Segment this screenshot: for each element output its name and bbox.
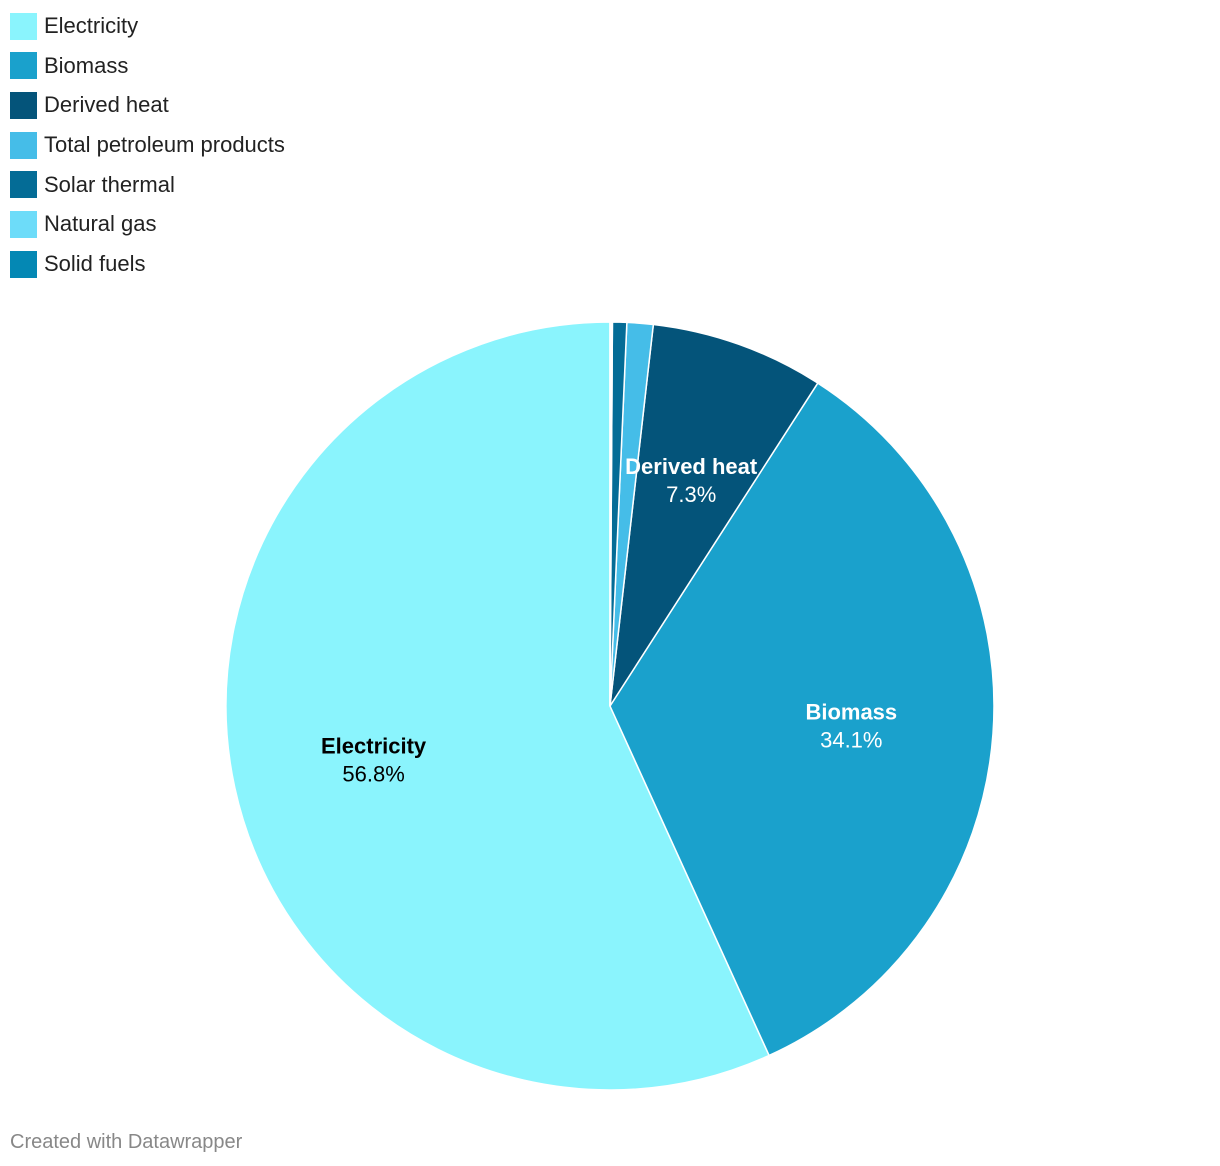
legend-item-biomass: Biomass — [10, 52, 285, 80]
legend-label: Electricity — [44, 13, 139, 38]
legend-label: Total petroleum products — [44, 132, 285, 158]
pie-slice-biomass — [609, 382, 995, 1057]
slice-label-derived-heat: Derived heat — [625, 454, 758, 479]
legend-label: Natural gas — [44, 211, 157, 237]
pie-labels: Electricity 56.8% Biomass 34.1% Derived heat… — [321, 454, 897, 786]
slice-value-electricity: 56.8% — [342, 761, 404, 786]
legend-swatch — [10, 131, 37, 159]
legend-item-derived-heat: Derived heat — [10, 91, 285, 119]
legend-item-electricity: Electricity — [10, 12, 285, 40]
chart-credit: Created with Datawrapper — [10, 1131, 243, 1153]
legend-item-solid-fuels: Solid fuels — [10, 250, 285, 278]
legend-item-natural-gas: Natural gas — [10, 210, 285, 238]
slice-value-biomass: 34.1% — [820, 728, 882, 753]
legend-label: Solid fuels — [44, 251, 146, 277]
slice-value-derived-heat: 7.3% — [666, 482, 716, 507]
pie-chart: Electricity 56.8% Biomass 34.1% Derived heat… — [225, 321, 995, 1091]
legend-item-total-petroleum-products: Total petroleum products — [10, 131, 285, 159]
slice-label-biomass: Biomass — [805, 700, 897, 725]
pie-slice-derived-heat — [609, 323, 819, 707]
pie-slices — [225, 321, 995, 1091]
legend-label: Biomass — [44, 52, 129, 78]
legend-swatch — [10, 91, 37, 119]
legend-label: Solar thermal — [44, 171, 175, 197]
legend-swatch — [10, 52, 37, 80]
legend-swatch — [10, 210, 37, 238]
legend-swatch — [10, 171, 37, 199]
chart-legend: Electricity Biomass Derived heat Total petr… — [10, 12, 285, 290]
pie-slice-electricity — [225, 321, 770, 1091]
pie-slice-solid-fuels — [609, 321, 612, 707]
legend-label: Derived heat — [44, 92, 169, 118]
slice-label-electricity: Electricity — [321, 733, 427, 758]
legend-swatch — [10, 250, 37, 278]
legend-swatch — [10, 12, 37, 40]
legend-item-solar-thermal: Solar thermal — [10, 171, 285, 199]
